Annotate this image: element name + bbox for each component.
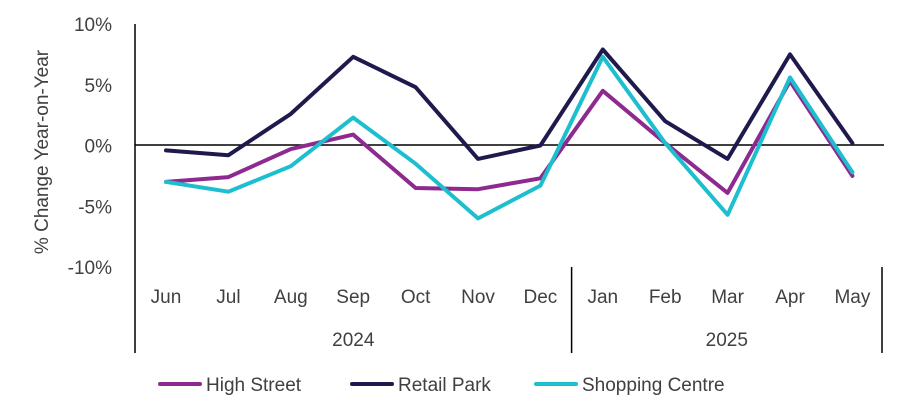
series-line-retail-park — [164, 47, 855, 161]
y-tick-labels: 10% 5% 0% -5% -10% — [68, 15, 112, 279]
x-tick-label: May — [834, 287, 870, 308]
y-tick-label: -5% — [78, 197, 112, 218]
x-tick-label: Oct — [401, 287, 431, 308]
y-tick-label: -10% — [68, 258, 112, 279]
year-labels: 2024 2025 — [332, 330, 748, 351]
legend-label-retail-park: Retail Park — [398, 375, 491, 396]
x-tick-labels: Jun Jul Aug Sep Oct Nov Dec Jan Feb Mar Apr May — [151, 287, 871, 308]
y-tick-label: 10% — [74, 15, 112, 36]
x-tick-label: Jun — [151, 287, 182, 308]
legend-label-shopping-centre: Shopping Centre — [582, 375, 725, 396]
legend-label-high-street: High Street — [206, 375, 302, 396]
series-line-shopping-centre — [164, 54, 855, 221]
x-tick-label: Nov — [461, 287, 495, 308]
x-tick-label: Feb — [649, 287, 682, 308]
x-tick-label: Jan — [587, 287, 618, 308]
y-tick-label: 5% — [85, 76, 113, 97]
x-tick-label: Aug — [274, 287, 308, 308]
series-lines — [164, 47, 855, 221]
y-tick-label: 0% — [85, 137, 113, 158]
y-axis-title: % Change Year-on-Year — [32, 49, 53, 254]
x-tick-label: Dec — [524, 287, 558, 308]
x-tick-label: Apr — [775, 287, 805, 308]
year-label: 2025 — [706, 330, 748, 351]
series-line-high-street — [164, 79, 855, 195]
x-tick-label: Mar — [711, 287, 744, 308]
legend: High Street Retail Park Shopping Centre — [158, 375, 725, 396]
axes — [134, 24, 884, 353]
year-label: 2024 — [332, 330, 375, 351]
x-tick-label: Jul — [216, 287, 240, 308]
x-tick-label: Sep — [336, 287, 370, 308]
